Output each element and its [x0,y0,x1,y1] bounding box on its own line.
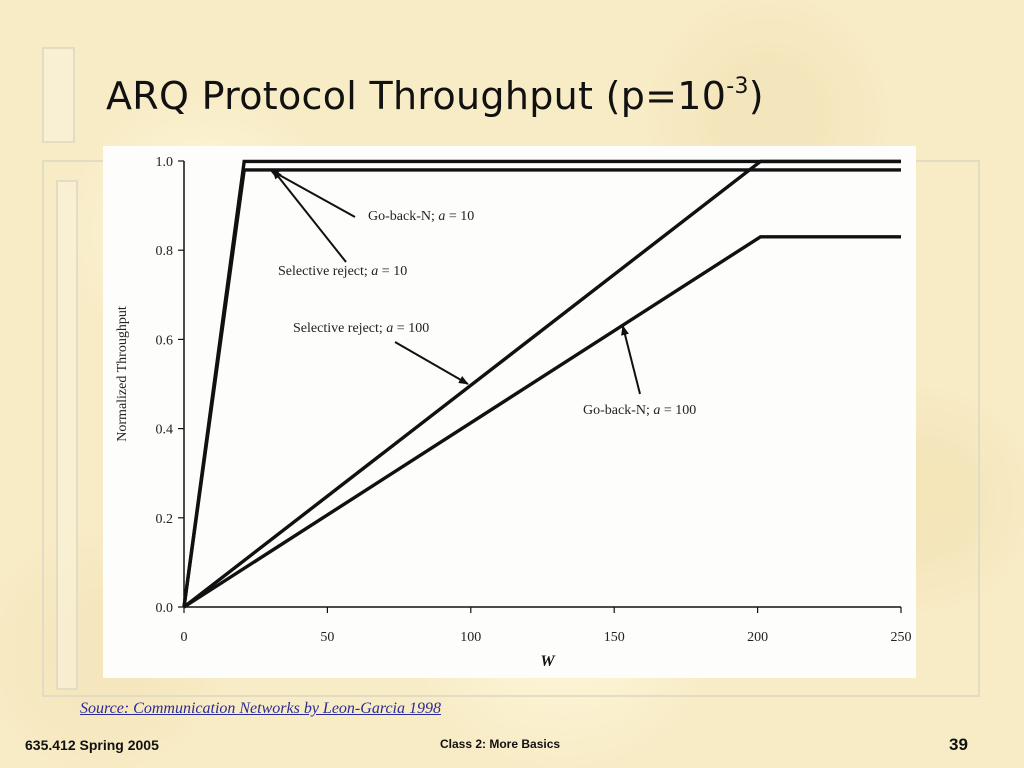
x-tick-label: 250 [891,630,912,645]
x-tick-label: 50 [320,630,334,645]
annotation-label: Go-back-N; a = 10 [368,209,474,224]
y-tick-label: 1.0 [156,155,174,170]
x-axis-label: W [540,653,556,670]
y-tick-label: 0.6 [156,333,174,348]
y-tick-label: 0.0 [156,601,174,616]
y-axis-label: Normalized Throughput [115,306,130,442]
footer-class-title: Class 2: More Basics [440,737,561,751]
annotation-arrow [269,169,356,218]
chart-panel: 0 50 100 150 200 250 0.0 0.2 0.4 0.6 0.8 1.0 W Normal… [103,146,916,678]
annotation-arrow [621,325,641,395]
annotation-arrow [394,341,469,385]
slide-title-exponent: -3 [726,74,749,99]
y-tick-label: 0.2 [156,512,174,527]
series-line-3 [182,159,901,609]
x-tick-label: 150 [604,630,625,645]
slide-title: ARQ Protocol Throughput (p=10-3) [106,74,764,118]
annotation-label: Selective reject; a = 10 [278,264,407,279]
x-tick-label: 0 [181,630,188,645]
x-tick-label: 200 [747,630,768,645]
x-tick-label: 100 [460,630,481,645]
y-tick-label: 0.8 [156,244,174,259]
slide-title-main: ARQ Protocol Throughput (p=10 [106,74,727,118]
series-line-2 [182,168,901,608]
decorative-frame-side [56,180,78,690]
annotation-label: Go-back-N; a = 100 [583,403,696,418]
series-line-1 [182,159,901,608]
decorative-frame-top-left [42,47,75,143]
slide-title-close: ) [748,74,764,118]
series-line-4 [183,235,901,609]
footer-course: 635.412 Spring 2005 [25,737,159,753]
y-tick-label: 0.4 [156,423,174,438]
page-number: 39 [949,735,968,754]
source-citation[interactable]: Source: Communication Networks by Leon-G… [80,700,441,717]
annotation-label: Selective reject; a = 100 [293,321,429,336]
annotation-arrow [272,169,347,263]
throughput-chart: 0 50 100 150 200 250 0.0 0.2 0.4 0.6 0.8 1.0 W Normal… [115,155,912,670]
